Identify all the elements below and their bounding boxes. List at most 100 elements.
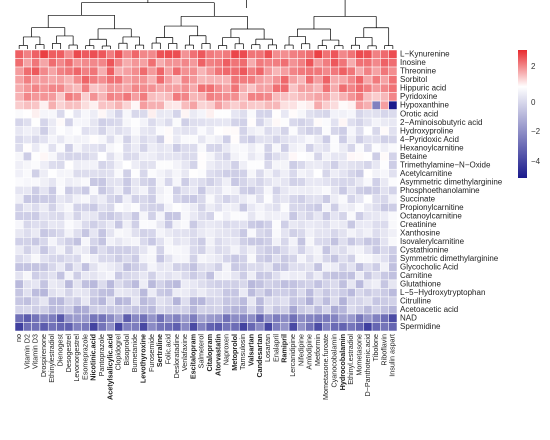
heatmap-cell [280, 245, 290, 255]
heatmap-cell [338, 245, 348, 255]
heatmap-cell [338, 279, 348, 289]
heatmap-cell [14, 211, 24, 221]
heatmap-cell [230, 177, 240, 187]
heatmap-cell [189, 322, 198, 332]
heatmap-cell [255, 237, 265, 247]
heatmap-cell [189, 296, 198, 306]
heatmap-cell [164, 228, 174, 238]
heatmap-cell [313, 296, 323, 306]
heatmap-cell [147, 262, 157, 272]
heatmap-cell [380, 288, 389, 298]
heatmap-cell [180, 143, 190, 153]
heatmap-cell [114, 185, 124, 196]
heatmap-cell [388, 305, 398, 315]
heatmap-cell [346, 254, 356, 264]
heatmap-cell [164, 194, 174, 204]
heatmap-cell [313, 203, 323, 213]
heatmap-cell [81, 262, 90, 272]
heatmap-cell [230, 322, 240, 332]
heatmap-cell [72, 134, 82, 144]
heatmap-cell [214, 220, 223, 230]
heatmap-cell [322, 271, 331, 281]
heatmap-cell [263, 313, 273, 323]
heatmap-cell [297, 305, 306, 315]
heatmap-cell [14, 220, 24, 230]
heatmap-cell [197, 143, 207, 153]
heatmap-cell [380, 160, 389, 170]
heatmap-cell [47, 271, 57, 281]
heatmap-cell [280, 160, 290, 170]
heatmap-cell [297, 83, 306, 93]
heatmap-cell [363, 75, 373, 85]
heatmap-cell [122, 203, 132, 213]
heatmap-cell [89, 313, 99, 323]
heatmap-cell [305, 296, 315, 306]
column-label: Ramipril [280, 334, 289, 363]
heatmap-cell [97, 100, 107, 110]
heatmap-cell [263, 160, 273, 170]
heatmap-cell [23, 305, 32, 315]
heatmap-cell [263, 279, 273, 289]
row-label: Hydroxyproline [400, 126, 454, 135]
heatmap-cell [31, 271, 41, 281]
heatmap-cell [247, 305, 257, 315]
heatmap-cell [39, 151, 49, 161]
heatmap-cell [147, 211, 157, 221]
heatmap-cell [180, 245, 190, 255]
heatmap-cell [81, 228, 90, 238]
heatmap-cell [222, 271, 232, 281]
heatmap-cell [122, 92, 132, 102]
heatmap-cell [280, 279, 290, 289]
heatmap-cell [89, 211, 99, 221]
heatmap-cell [272, 151, 281, 161]
heatmap-cell [172, 322, 182, 332]
heatmap-cell [363, 262, 373, 272]
heatmap-cell [31, 305, 41, 315]
heatmap-cell [180, 271, 190, 281]
heatmap-cell [380, 279, 389, 289]
heatmap-cell [72, 322, 82, 332]
heatmap-cell [288, 271, 298, 281]
heatmap-cell [297, 109, 306, 119]
heatmap-cell [56, 177, 66, 187]
heatmap-cell [238, 92, 248, 102]
heatmap-cell [313, 220, 323, 230]
heatmap-cell [280, 194, 290, 204]
heatmap-cell [56, 134, 66, 144]
heatmap-cell [263, 168, 273, 178]
heatmap-cell [322, 134, 331, 144]
heatmap-cell [230, 75, 240, 85]
heatmap-cell [313, 185, 323, 196]
heatmap-cell [97, 262, 107, 272]
heatmap-cell [222, 194, 232, 204]
heatmap-cell [380, 185, 389, 196]
heatmap-cell [189, 92, 198, 102]
heatmap-cell [363, 134, 373, 144]
heatmap-cell [155, 177, 165, 187]
heatmap-cell [31, 220, 41, 230]
heatmap-cell [56, 92, 66, 102]
heatmap-cell [346, 237, 356, 247]
heatmap-cell [64, 279, 74, 289]
heatmap-cell [380, 322, 389, 332]
heatmap-cell [147, 126, 157, 136]
heatmap-cell [89, 134, 99, 144]
heatmap-cell [214, 151, 223, 161]
heatmap-cell [180, 49, 190, 59]
heatmap-cell [81, 49, 90, 59]
heatmap-cell [338, 211, 348, 221]
heatmap-cell [122, 296, 132, 306]
heatmap-cell [106, 220, 115, 230]
heatmap-cell [56, 66, 66, 76]
column-label: Enalapril [271, 334, 280, 362]
heatmap-cell [222, 66, 232, 76]
heatmap-cell [180, 109, 190, 119]
heatmap-cell [355, 271, 365, 281]
heatmap-cell [14, 58, 24, 68]
heatmap-cell [346, 177, 356, 187]
heatmap-cell [338, 109, 348, 119]
column-label: Candesartan [255, 334, 264, 378]
heatmap-cell [97, 109, 107, 119]
heatmap-cell [89, 237, 99, 247]
heatmap-cell [247, 322, 257, 332]
